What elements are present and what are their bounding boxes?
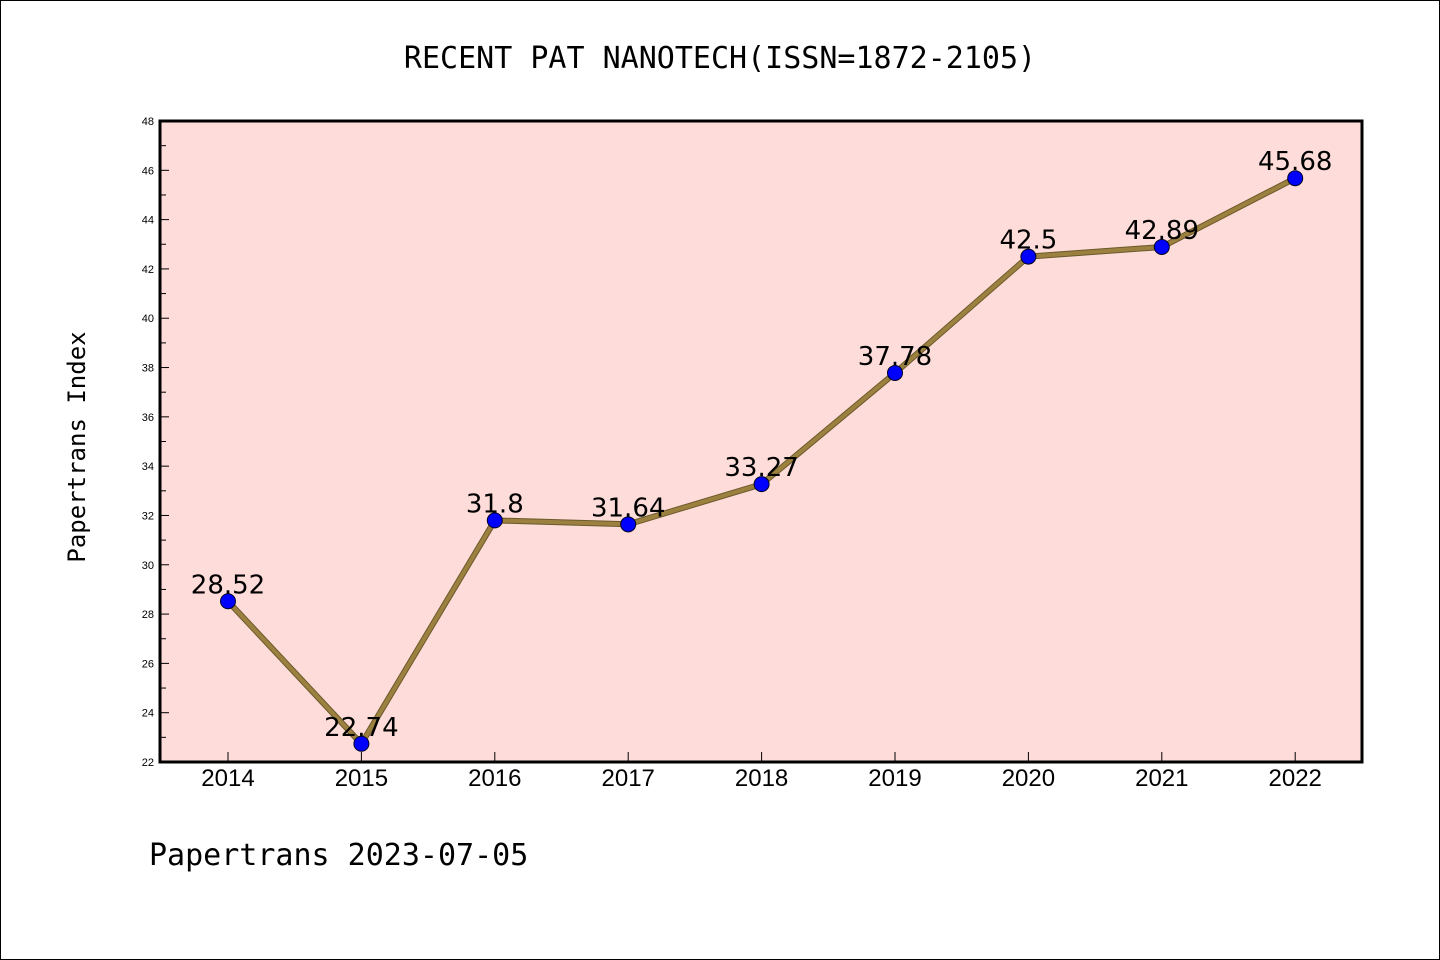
data-point-marker xyxy=(1153,238,1170,255)
x-tick-label: 2014 xyxy=(201,765,254,792)
y-tick-label: 24 xyxy=(142,708,154,720)
x-tick-label: 2020 xyxy=(1002,765,1055,792)
y-tick-label: 48 xyxy=(142,116,154,128)
y-tick-label: 44 xyxy=(142,215,154,227)
y-tick-label: 30 xyxy=(142,560,154,572)
data-label: 22.74 xyxy=(324,713,398,743)
y-tick-label: 28 xyxy=(142,609,154,621)
data-label: 33.27 xyxy=(724,453,798,483)
y-tick-label: 34 xyxy=(142,461,154,473)
data-label: 31.8 xyxy=(466,489,524,519)
y-axis: 22 24 26 28 30 32 34 36 38 40 42 44 46 48 xyxy=(142,116,169,769)
x-tick-label: 2016 xyxy=(468,765,521,792)
data-point-marker xyxy=(620,516,637,533)
data-point-marker xyxy=(1287,170,1304,187)
y-tick-label: 22 xyxy=(142,757,154,769)
chart-title: RECENT PAT NANOTECH(ISSN=1872-2105) xyxy=(404,41,1036,76)
plot-frame xyxy=(158,119,1364,764)
x-tick-label: 2019 xyxy=(868,765,921,792)
data-label: 31.64 xyxy=(591,493,665,523)
y-tick-label: 42 xyxy=(142,264,154,276)
y-axis-label: Papertrans Index xyxy=(63,331,91,562)
y-tick-label: 26 xyxy=(142,658,154,670)
data-label: 37.78 xyxy=(858,342,932,372)
data-label: 42.89 xyxy=(1125,216,1199,246)
data-point-marker xyxy=(753,476,770,493)
footer-credit: Papertrans 2023-07-05 xyxy=(149,838,528,873)
x-tick-label: 2022 xyxy=(1269,765,1322,792)
y-tick-label: 36 xyxy=(142,412,154,424)
y-tick-label: 32 xyxy=(142,510,154,522)
x-axis: 2014 2015 2016 2017 2018 2019 2020 2021 2022 xyxy=(201,752,1322,792)
series-line-group xyxy=(220,170,1304,752)
data-point-marker xyxy=(220,593,236,610)
y-tick-label: 40 xyxy=(142,313,154,325)
data-label: 28.52 xyxy=(191,570,265,600)
data-point-marker xyxy=(353,735,370,752)
data-point-marker xyxy=(887,364,903,381)
x-tick-label: 2021 xyxy=(1135,765,1188,792)
x-tick-label: 2015 xyxy=(335,765,388,792)
data-point-marker xyxy=(486,512,503,529)
data-label: 42.5 xyxy=(999,226,1057,256)
y-tick-label: 38 xyxy=(142,363,154,375)
data-point-marker xyxy=(1020,248,1037,265)
y-tick-label: 46 xyxy=(142,165,154,177)
plot-area xyxy=(160,121,1362,762)
data-labels: 28.52 22.74 31.8 31.64 33.27 37.78 42.5 42.89 45… xyxy=(191,147,1333,743)
data-label: 45.68 xyxy=(1258,147,1332,177)
x-tick-label: 2018 xyxy=(735,765,788,792)
x-tick-label: 2017 xyxy=(602,765,655,792)
